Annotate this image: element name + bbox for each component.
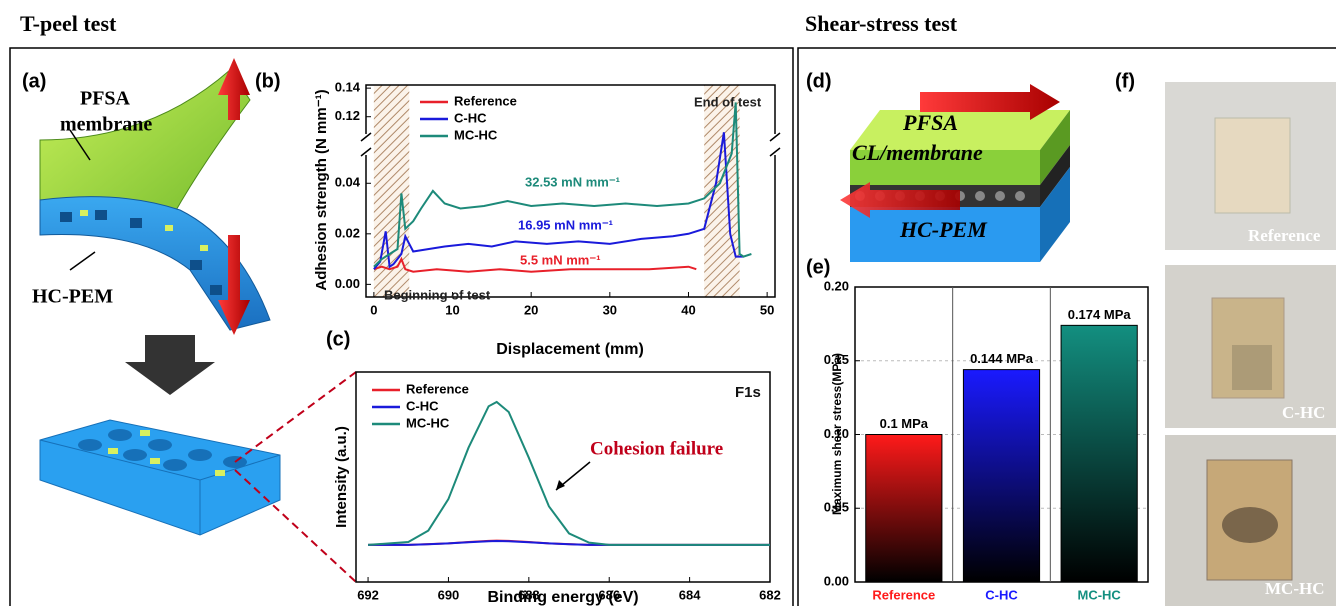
panel-label: (c): [326, 328, 350, 350]
annotation: Cohesion failure: [590, 438, 723, 459]
x-tick-label: 684: [679, 587, 701, 602]
right-frame: [797, 47, 1336, 606]
heading: T-peel test: [20, 11, 117, 36]
annotation: End of test: [694, 94, 762, 109]
axis-break-mark: [769, 147, 781, 157]
legend-label: Reference: [406, 381, 469, 396]
x-tick-label: 0: [370, 302, 377, 317]
x-tick-label: MC-HC: [1078, 587, 1122, 602]
y-tick-label: 0.14: [335, 80, 361, 95]
line-series: [373, 102, 752, 268]
x-tick-label: 50: [760, 302, 774, 317]
annotation: Beginning of test: [384, 287, 491, 302]
x-tick-label: 692: [357, 587, 379, 602]
legend-label: MC-HC: [406, 415, 450, 430]
x-tick-label: Reference: [872, 587, 935, 602]
axis-break-mark: [360, 147, 372, 157]
value-label: 0.174 MPa: [1068, 307, 1132, 322]
legend-label: MC-HC: [454, 127, 498, 142]
y-tick-label: 0.20: [824, 278, 849, 293]
diagram-label: PFSA: [80, 88, 131, 110]
y-axis-title: Adhesion strength (N mm⁻¹): [313, 89, 330, 290]
photo-label: Reference: [1248, 226, 1321, 245]
photo-label: MC-HC: [1265, 579, 1324, 598]
legend-label: Reference: [454, 93, 517, 108]
x-tick-label: 10: [445, 302, 459, 317]
y-tick-label: 0.04: [335, 175, 361, 190]
left-frame: [9, 47, 794, 606]
diagram-label: membrane: [60, 114, 152, 136]
panel-label: (e): [806, 256, 830, 278]
x-tick-label: 688: [518, 587, 540, 602]
panel-label: (d): [806, 70, 832, 92]
y-tick-label: 0.05: [824, 500, 849, 515]
annotation: 5.5 mN mm⁻¹: [520, 252, 601, 267]
x-axis-title: Displacement (mm): [496, 341, 644, 358]
x-tick-label: 40: [681, 302, 695, 317]
annotation: F1s: [735, 384, 761, 401]
diagram-label: HC-PEM: [32, 286, 113, 308]
x-tick-label: 20: [524, 302, 538, 317]
bar: [962, 369, 1041, 583]
diagram-d: PFSA CL/membrane HC-PEM: [840, 84, 1070, 262]
x-tick-label: 686: [598, 587, 620, 602]
annotation: 16.95 mN mm⁻¹: [518, 217, 613, 232]
panel-label: (b): [255, 70, 281, 92]
legend-label: C-HC: [454, 110, 487, 125]
photos: Reference C-HC MC-HC: [1165, 82, 1336, 606]
bar: [1060, 324, 1138, 583]
annotation: 32.53 mN mm⁻¹: [525, 174, 620, 189]
heading: Shear-stress test: [805, 11, 958, 36]
axis-break-mark: [769, 132, 781, 142]
bar: [865, 434, 943, 583]
y-tick-label: 0.00: [824, 573, 849, 588]
axis-break-mark: [360, 132, 372, 142]
plot-frame: [365, 84, 776, 298]
x-tick-label: 690: [438, 587, 460, 602]
panel-label: (f): [1115, 70, 1135, 92]
line-series: [373, 256, 697, 273]
y-axis-title: Intensity (a.u.): [333, 426, 350, 528]
line-series: [368, 400, 770, 546]
legend-label: C-HC: [406, 398, 439, 413]
diagram-a: PFSA membrane HC-PEM: [32, 58, 357, 583]
y-tick-label: 0.12: [335, 108, 360, 123]
value-label: 0.144 MPa: [970, 351, 1034, 366]
y-axis-title: Maximum shear stress(MPa): [830, 353, 844, 515]
value-label: 0.1 MPa: [880, 416, 929, 431]
y-tick-label: 0.15: [824, 352, 849, 367]
x-axis-title: Binding energy (eV): [487, 589, 638, 606]
photo-label: C-HC: [1282, 403, 1325, 422]
plot-frame: [355, 371, 771, 583]
x-tick-label: C-HC: [985, 587, 1018, 602]
y-tick-label: 0.10: [824, 426, 849, 441]
y-tick-label: 0.02: [335, 225, 360, 240]
arrow-head: [556, 480, 565, 490]
diagram-label: CL/membrane: [852, 140, 983, 165]
x-tick-label: 30: [603, 302, 617, 317]
diagram-label: PFSA: [902, 110, 958, 135]
line-series: [373, 132, 744, 270]
y-tick-label: 0.00: [335, 276, 360, 291]
diagram-label: HC-PEM: [899, 217, 988, 242]
x-tick-label: 682: [759, 587, 781, 602]
panel-label: (a): [22, 70, 46, 92]
